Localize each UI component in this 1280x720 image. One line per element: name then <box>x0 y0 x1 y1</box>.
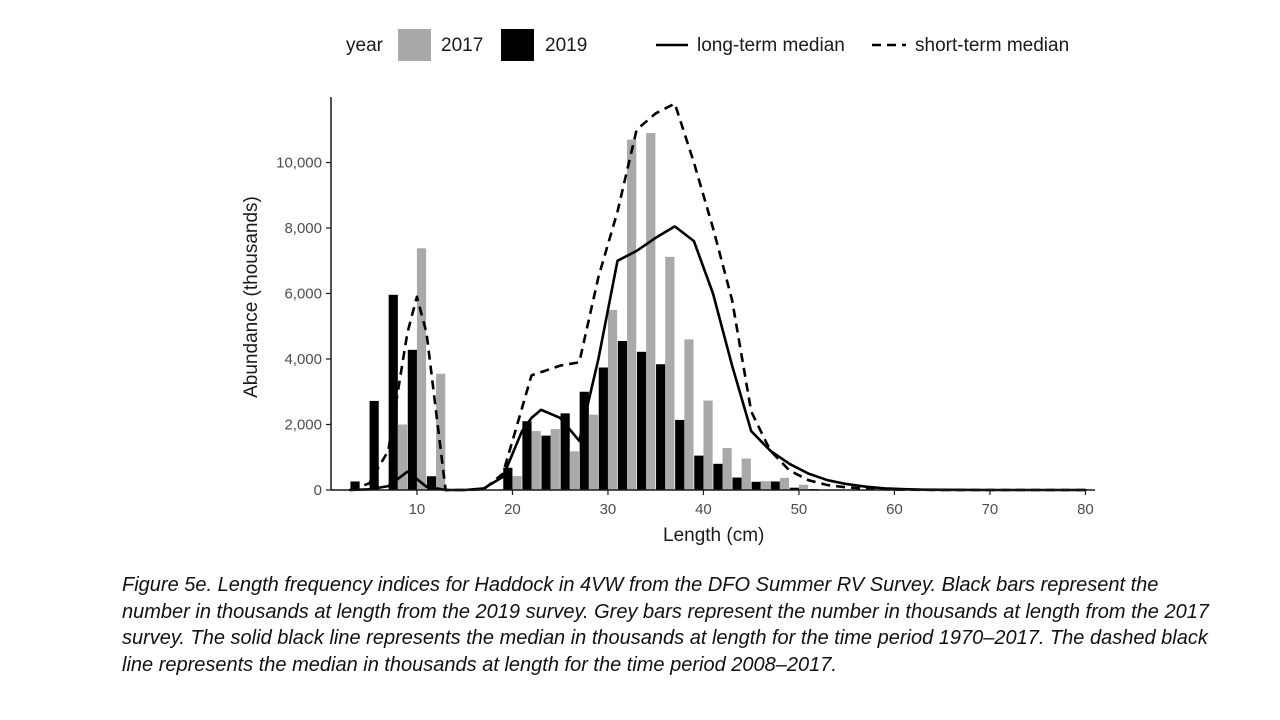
bar-2019-28 <box>579 391 589 490</box>
x-tick-label-70: 70 <box>982 501 999 518</box>
legend: year 2017 2019 long-term median short-te… <box>346 29 1069 61</box>
bar-2019-4 <box>350 481 360 490</box>
figure-caption: Figure 5e. Length frequency indices for … <box>122 574 1209 676</box>
legend-swatch-2017 <box>398 29 431 61</box>
y-tick-label-2000: 2,000 <box>284 417 322 434</box>
x-axis-title: Length (cm) <box>663 525 764 546</box>
bar-2019-32 <box>617 340 628 490</box>
long-term-median-line <box>348 225 1087 492</box>
bar-2017-24 <box>550 429 560 490</box>
chart: year 2017 2019 long-term median short-te… <box>241 29 1095 546</box>
short-term-median-line <box>349 102 1086 492</box>
x-tick-label-30: 30 <box>600 501 617 518</box>
bar-2017-46 <box>760 481 770 490</box>
bar-2019-40 <box>694 455 704 490</box>
legend-label-2017: 2017 <box>441 35 483 56</box>
bar-2017-32 <box>627 139 637 490</box>
bar-2019-20 <box>503 467 513 490</box>
y-tick-label-4000: 4,000 <box>284 351 322 368</box>
x-tick-label-80: 80 <box>1077 501 1094 518</box>
legend-label-2019: 2019 <box>545 35 587 56</box>
bar-2019-36 <box>656 364 666 490</box>
bar-2019-44 <box>732 477 742 490</box>
bar-2017-28 <box>588 414 599 490</box>
bar-2019-8 <box>388 294 398 490</box>
x-tick-label-20: 20 <box>504 501 521 518</box>
bar-2017-30 <box>607 309 618 490</box>
bar-2019-26 <box>560 413 570 490</box>
bar-2019-50 <box>789 487 799 490</box>
x-tick-label-40: 40 <box>695 501 712 518</box>
bar-2017-20 <box>512 475 522 490</box>
bar-2017-12 <box>436 373 446 490</box>
lines-layer <box>348 102 1087 492</box>
x-tick-label-60: 60 <box>886 501 903 518</box>
bar-2019-38 <box>675 419 685 490</box>
bar-2019-34 <box>636 351 647 490</box>
bar-2019-22 <box>522 421 532 490</box>
bar-2019-6 <box>369 400 379 490</box>
y-tick-label-10000: 10,000 <box>276 155 322 172</box>
bar-2019-46 <box>751 481 761 490</box>
legend-swatch-2019 <box>501 29 534 61</box>
bar-2017-40 <box>703 400 713 490</box>
legend-label-short-term: short-term median <box>915 35 1069 56</box>
bar-2017-36 <box>665 256 675 490</box>
bar-2019-30 <box>598 367 608 490</box>
bar-2019-42 <box>713 463 723 490</box>
bar-2017-26 <box>569 451 579 490</box>
bar-2017-44 <box>741 458 751 490</box>
bar-2017-22 <box>531 431 541 490</box>
bar-2019-12 <box>426 476 437 490</box>
bar-2017-34 <box>646 133 656 490</box>
y-axis-title: Abundance (thousands) <box>241 196 262 398</box>
bar-2017-42 <box>722 448 732 490</box>
bar-2017-10 <box>416 248 427 490</box>
y-tick-label-0: 0 <box>314 482 322 499</box>
bar-2017-48 <box>779 477 790 490</box>
bars-layer <box>350 133 819 490</box>
legend-title: year <box>346 35 384 56</box>
bar-2017-38 <box>684 339 694 490</box>
x-tick-label-50: 50 <box>791 501 808 518</box>
y-tick-label-6000: 6,000 <box>284 286 322 303</box>
bar-2017-8 <box>397 424 408 490</box>
y-tick-label-8000: 8,000 <box>284 220 322 237</box>
axes-layer: 10 20 30 40 50 60 70 80 0 2,000 4,000 6,000 8,000 10,… <box>276 97 1095 518</box>
bar-2019-48 <box>770 481 780 490</box>
bar-2017-50 <box>798 484 809 490</box>
bar-2019-24 <box>541 435 551 490</box>
bar-2019-10 <box>407 349 417 490</box>
x-tick-label-10: 10 <box>409 501 426 518</box>
legend-label-long-term: long-term median <box>697 35 845 56</box>
